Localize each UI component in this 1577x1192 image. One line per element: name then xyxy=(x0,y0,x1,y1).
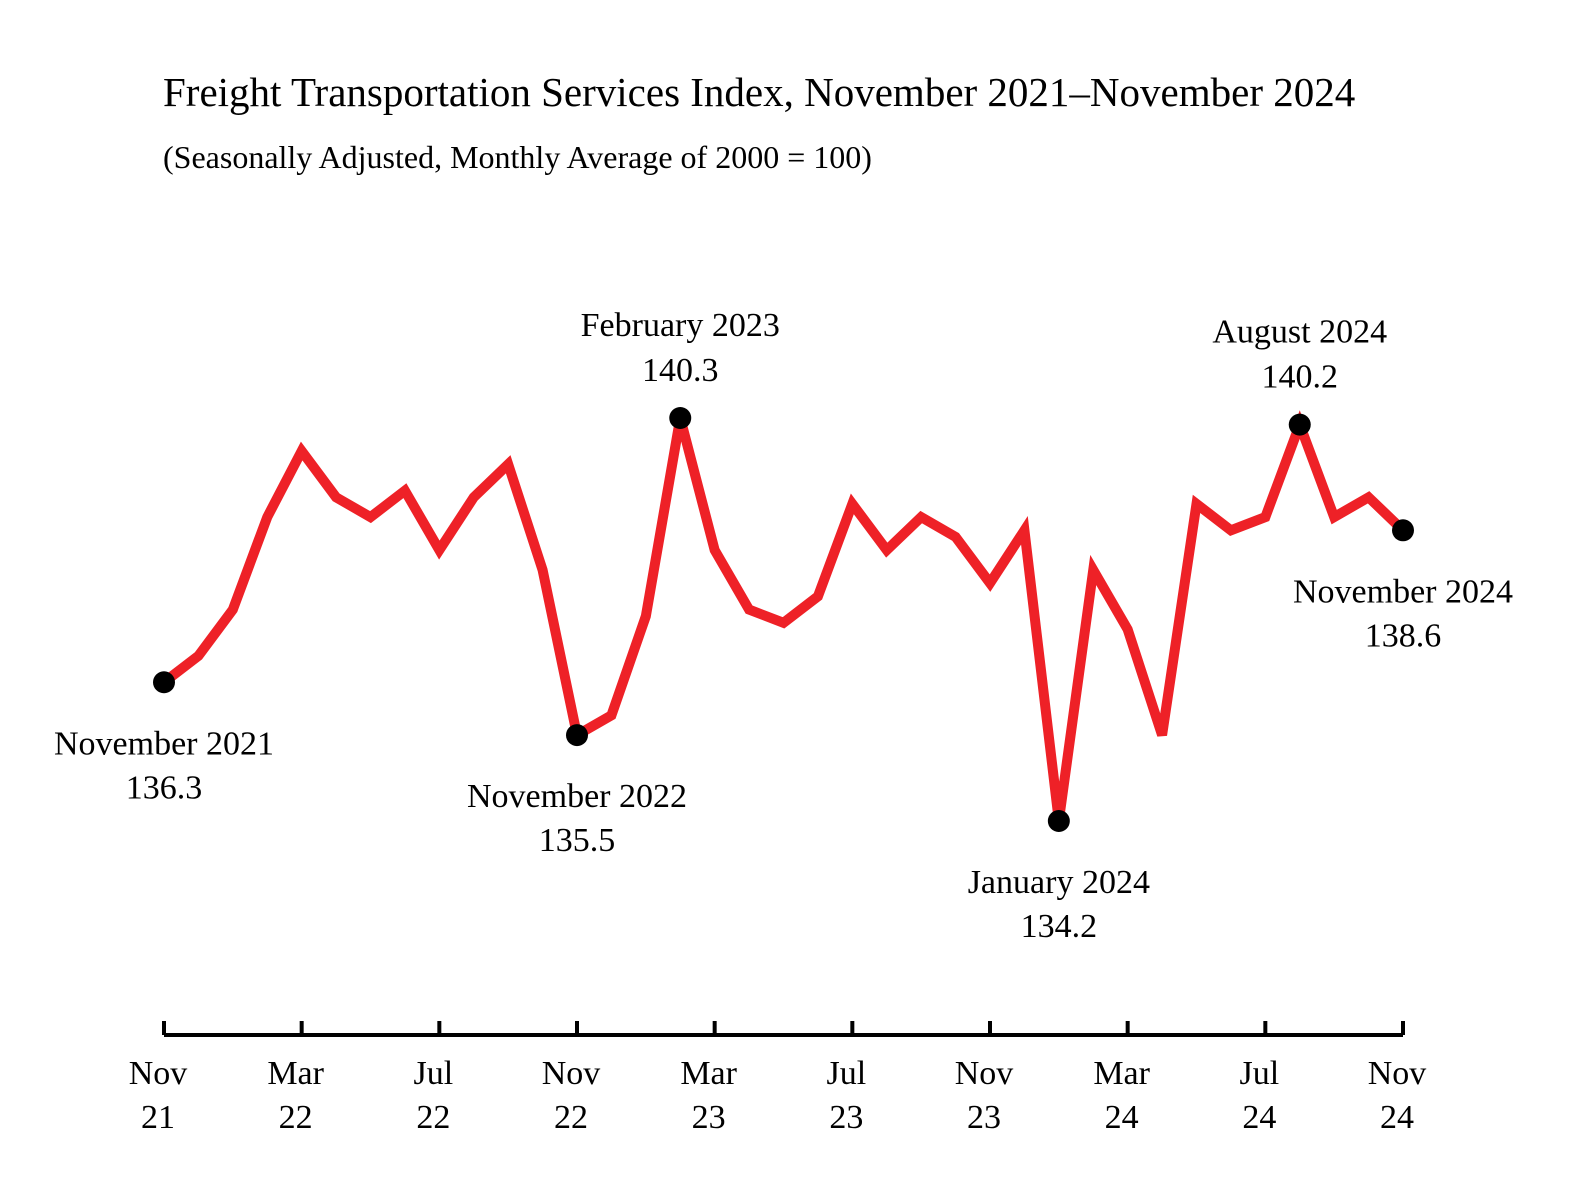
chart-subtitle: (Seasonally Adjusted, Monthly Average of… xyxy=(163,139,872,175)
point-label: August 2024 xyxy=(1212,314,1387,351)
x-tick-label: Mar 24 xyxy=(1093,1055,1150,1136)
point-marker xyxy=(1047,810,1070,832)
point-marker xyxy=(1392,519,1414,542)
point-label: January 2024 xyxy=(968,864,1150,901)
point-value: 140.2 xyxy=(1262,359,1339,396)
point-marker xyxy=(1288,413,1311,436)
point-value: 138.6 xyxy=(1365,617,1442,654)
x-tick-label: Mar 23 xyxy=(680,1055,737,1136)
point-label: November 2022 xyxy=(467,778,687,815)
x-tick-label: Jul 22 xyxy=(413,1055,453,1136)
x-tick-label: Nov 22 xyxy=(542,1055,601,1136)
x-tick-label: Jul 23 xyxy=(826,1055,866,1136)
point-label: February 2023 xyxy=(581,307,780,344)
point-value: 135.5 xyxy=(539,822,616,859)
data-line xyxy=(160,410,1407,822)
point-marker xyxy=(566,724,588,747)
point-value: 140.3 xyxy=(642,352,719,389)
point-value: 134.2 xyxy=(1021,908,1098,945)
point-label: November 2021 xyxy=(54,725,274,762)
x-tick-label: Jul 24 xyxy=(1239,1055,1279,1136)
point-value: 136.3 xyxy=(126,769,203,806)
x-tick-label: Nov 21 xyxy=(129,1055,188,1136)
point-marker xyxy=(153,671,175,694)
x-tick-label: Nov 24 xyxy=(1368,1055,1427,1136)
point-marker xyxy=(669,407,692,429)
point-label: November 2024 xyxy=(1293,573,1513,610)
x-tick-label: Mar 22 xyxy=(267,1055,324,1136)
chart-title: Freight Transportation Services Index, N… xyxy=(163,69,1355,115)
x-tick-label: Nov 23 xyxy=(955,1055,1014,1136)
